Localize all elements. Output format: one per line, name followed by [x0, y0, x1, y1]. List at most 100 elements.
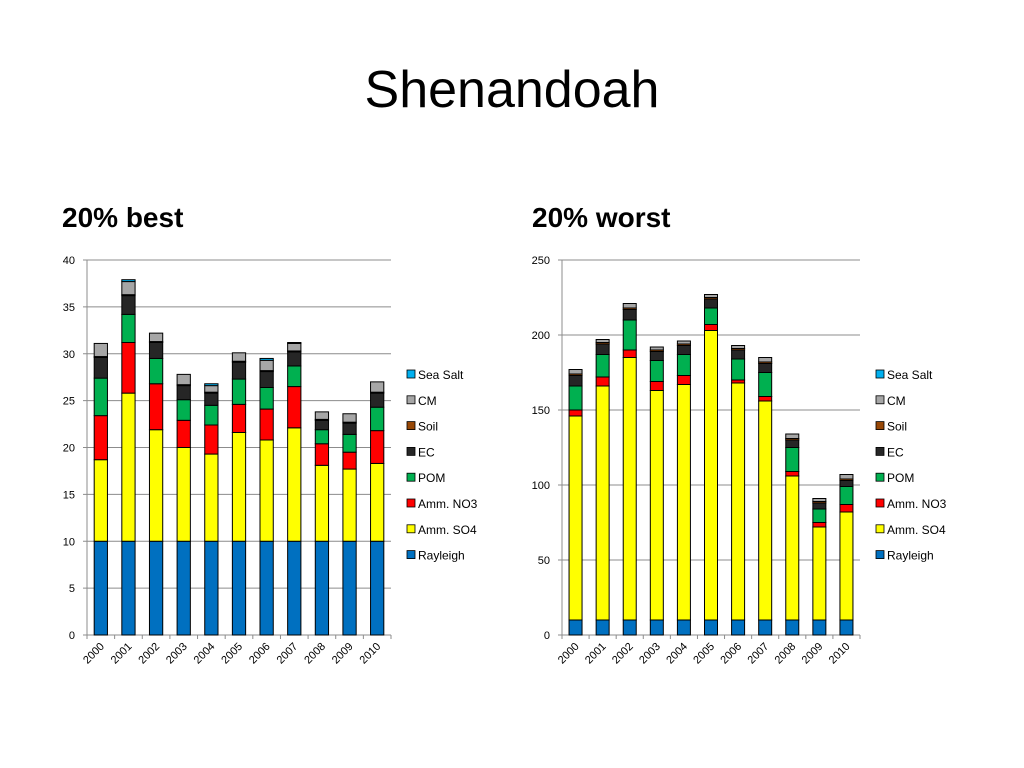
legend-label: EC — [418, 445, 435, 459]
bar-segment-sea-salt-2006 — [259, 357, 274, 361]
bar-segment-pom-2005 — [703, 307, 719, 325]
x-tick-label: 2007 — [746, 641, 772, 667]
slide-title: Shenandoah — [364, 61, 660, 119]
bar-segment-rayleigh-2003 — [649, 619, 664, 636]
bar-segment-amm-so4-2005 — [703, 330, 719, 621]
y-tick-label: 10 — [63, 536, 75, 548]
bar-segment-ec-2007 — [758, 363, 773, 373]
x-tick-label: 2010 — [827, 641, 853, 667]
bar-segment-amm-no3-2008 — [785, 471, 800, 477]
legend-label: Sea Salt — [418, 368, 464, 382]
bar-segment-cm-2010 — [839, 474, 854, 480]
y-tick-label: 35 — [63, 302, 75, 314]
y-tick-label: 15 — [63, 489, 75, 501]
bar-segment-pom-2000 — [568, 385, 583, 411]
bar-segment-ec-2008 — [785, 439, 800, 448]
legend-swatch — [875, 498, 885, 508]
bar-segment-amm-no3-2005 — [703, 324, 719, 331]
bar-segment-cm-2007 — [758, 357, 773, 363]
bar-segment-rayleigh-2006 — [731, 619, 746, 636]
legend-swatch — [875, 472, 885, 482]
legend-label: Rayleigh — [887, 549, 934, 563]
bar-segment-cm-2001 — [595, 339, 610, 343]
bar-segment-pom-2008 — [785, 447, 800, 472]
x-tick-label: 2004 — [664, 641, 690, 667]
legend-label: Sea Salt — [887, 368, 933, 382]
legend-label: Amm. SO4 — [887, 523, 946, 537]
bar-segment-cm-2002 — [148, 332, 164, 343]
bar-segment-rayleigh-2010 — [839, 619, 854, 636]
bar-segment-rayleigh-2001 — [595, 619, 610, 636]
legend-label: Soil — [887, 420, 907, 434]
bar-segment-amm-so4-2003 — [649, 390, 664, 621]
bar-segment-ec-2005 — [703, 298, 719, 309]
bar-segment-amm-no3-2007 — [758, 396, 773, 402]
bar-segment-amm-no3-2001 — [595, 376, 610, 387]
legend-swatch — [406, 395, 416, 405]
legend-label: CM — [418, 394, 437, 408]
legend: Sea Salt CM Soil EC POM Amm. NO3 Amm. SO4 Rayle… — [406, 368, 478, 563]
bar-segment-cm-2006 — [731, 345, 746, 349]
bar-segment-rayleigh-2005 — [703, 619, 719, 636]
bar-segment-cm-2003 — [176, 373, 191, 386]
bar-segment-amm-so4-2000 — [568, 415, 583, 621]
x-tick-label: 2000 — [556, 641, 582, 667]
bar-segment-amm-so4-2002 — [622, 357, 637, 621]
legend-swatch — [875, 421, 885, 431]
bar-segment-amm-so4-2010 — [839, 511, 854, 621]
legend-label: Amm. NO3 — [887, 497, 947, 511]
bar-segment-cm-2010 — [370, 381, 385, 393]
bar-segment-rayleigh-2004 — [676, 619, 691, 636]
bar-segment-cm-2009 — [342, 413, 357, 423]
bar-segment-pom-2006 — [731, 358, 746, 381]
y-tick-label: 250 — [532, 255, 550, 267]
bar-segment-cm-2000 — [93, 342, 108, 358]
bar-segment-pom-2007 — [758, 372, 773, 397]
y-tick-label: 25 — [63, 396, 75, 408]
y-tick-label: 20 — [63, 443, 75, 455]
legend: Sea Salt CM Soil EC POM Amm. NO3 Amm. SO4 Rayle… — [875, 368, 947, 563]
legend-swatch — [406, 421, 416, 431]
bar-segment-amm-no3-2003 — [649, 381, 664, 391]
legend-swatch — [406, 446, 416, 456]
legend-label: Soil — [418, 420, 438, 434]
y-tick-label: 150 — [532, 405, 550, 417]
x-tick-label: 2001 — [583, 641, 609, 667]
bar-segment-pom-2010 — [839, 486, 854, 505]
y-tick-label: 5 — [69, 583, 75, 595]
legend-swatch — [406, 550, 416, 559]
y-tick-label: 200 — [532, 330, 550, 342]
bar-segment-pom-2002 — [622, 319, 637, 351]
bar-segment-amm-no3-2004 — [676, 375, 691, 385]
bar-segment-amm-so4-2004 — [676, 384, 691, 621]
bar-segment-ec-2004 — [676, 345, 691, 355]
bar-segment-ec-2001 — [595, 343, 610, 355]
bar-segment-cm-2002 — [622, 303, 637, 309]
legend-swatch — [875, 369, 885, 379]
bar-segment-sea-salt-2001 — [121, 279, 136, 283]
legend-swatch — [406, 524, 416, 534]
bar-segment-amm-no3-2000 — [568, 409, 583, 417]
bar-segment-pom-2003 — [649, 360, 664, 382]
bar-segment-ec-2002 — [622, 309, 637, 321]
y-tick-label: 100 — [532, 480, 550, 492]
bar-segment-cm-2009 — [812, 498, 827, 502]
bar-segment-pom-2004 — [676, 354, 691, 376]
bar-segment-ec-2010 — [839, 480, 854, 487]
y-tick-label: 40 — [63, 255, 75, 267]
bar-segment-ec-2003 — [649, 351, 664, 361]
bar-segment-cm-2005 — [703, 294, 719, 298]
bar-segment-rayleigh-2008 — [785, 619, 800, 636]
x-tick-label: 2008 — [773, 641, 799, 667]
bar-segment-sea-salt-2007 — [287, 342, 302, 344]
legend-swatch — [406, 498, 416, 508]
legend-label: Amm. SO4 — [418, 523, 477, 537]
legend-label: POM — [418, 471, 445, 485]
legend-label: POM — [887, 471, 914, 485]
bar-segment-ec-2000 — [568, 375, 583, 387]
legend-swatch — [406, 369, 416, 379]
bar-segment-ec-2009 — [812, 502, 827, 510]
x-tick-label: 2003 — [637, 641, 663, 667]
y-tick-label: 0 — [544, 630, 550, 642]
